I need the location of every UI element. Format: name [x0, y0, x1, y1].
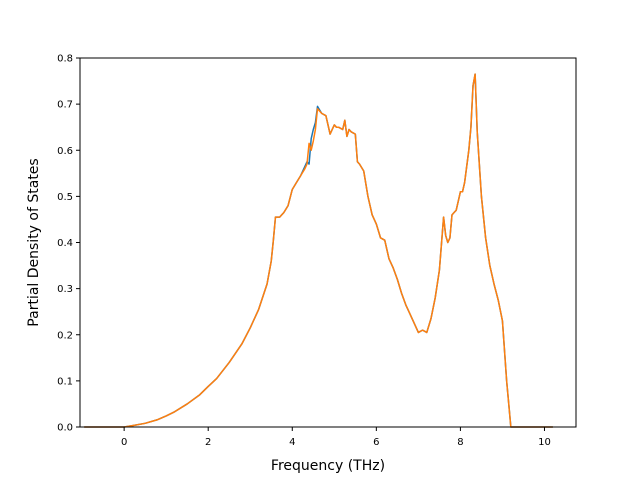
- series-line-1: [84, 73, 553, 428]
- x-tick-label: 0: [121, 437, 127, 448]
- y-axis: 0.0 0.1 0.2 0.3 0.4 0.5 0.6 0.7 0.8: [57, 54, 80, 434]
- x-tick-label: 8: [457, 437, 463, 448]
- x-tick-label: 4: [289, 437, 295, 448]
- plot-frame: [79, 57, 577, 428]
- y-tick-label: 0.7: [57, 100, 73, 111]
- y-tick-label: 0.2: [57, 330, 73, 341]
- y-tick-label: 0.1: [57, 376, 73, 387]
- y-tick-label: 0.0: [57, 423, 73, 434]
- plot-area: [79, 57, 577, 428]
- y-tick-label: 0.4: [57, 238, 73, 249]
- y-axis-title: Partial Density of States: [26, 158, 42, 326]
- x-tick-label: 6: [373, 437, 379, 448]
- x-axis: 0 2 4 6 8 10: [121, 427, 551, 448]
- y-tick-label: 0.8: [57, 54, 73, 65]
- series-layer: [84, 73, 553, 428]
- y-tick-label: 0.5: [57, 192, 73, 203]
- x-tick-label: 2: [205, 437, 211, 448]
- x-tick-label: 10: [538, 437, 551, 448]
- series-line-2: [84, 73, 553, 428]
- y-tick-label: 0.6: [57, 146, 73, 157]
- y-tick-label: 0.3: [57, 284, 73, 295]
- x-axis-title: Frequency (THz): [271, 458, 385, 474]
